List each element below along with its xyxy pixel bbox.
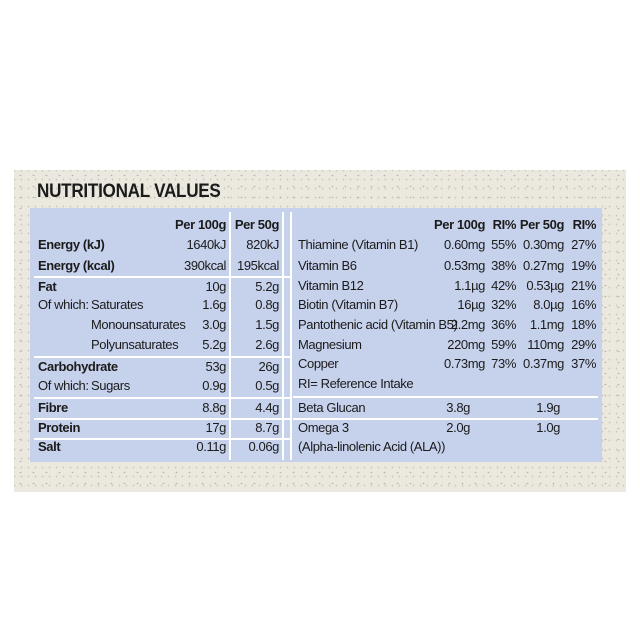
cell: 390kcal (183, 258, 226, 273)
row-divider (34, 356, 290, 358)
cell: 0.37mg (523, 356, 564, 371)
row-divider (34, 276, 290, 278)
cell: 8.0µg (533, 297, 564, 312)
cell: 1.6g (202, 297, 226, 312)
cell: 1.1µg (454, 278, 485, 293)
row-divider (34, 397, 290, 399)
column-header: Per 50g (234, 217, 280, 232)
row-label: Carbohydrate (38, 359, 118, 374)
column-header: Per 100g (174, 217, 226, 232)
cell: 0.11g (196, 439, 226, 454)
row-label: Energy (kcal) (38, 258, 115, 273)
cell: 53g (205, 359, 227, 374)
cell: 26g (258, 359, 280, 374)
row-label: Pantothenic acid (Vitamin B5) (298, 317, 458, 332)
cell: 16% (571, 297, 596, 312)
cell: 55% (491, 237, 516, 252)
row-divider (293, 418, 598, 420)
row-label: Vitamin B6 (298, 258, 357, 273)
row-divider (34, 418, 290, 420)
cell: 1.1mg (529, 317, 565, 332)
cell: 195kcal (236, 258, 279, 273)
column-header: RI% (492, 217, 517, 232)
column-divider (290, 212, 292, 460)
cell: 0.06g (248, 439, 279, 454)
row-label: (Alpha-linolenic Acid (ALA)) (298, 439, 446, 454)
row-sublabel: Saturates (91, 297, 144, 312)
cell: 0.53µg (526, 278, 564, 293)
column-header: Per 100g (433, 217, 485, 232)
cell: 3.8g (446, 400, 470, 415)
row-label: Vitamin B12 (298, 278, 364, 293)
cell: 8.7g (255, 420, 279, 435)
cell: 2.2mg (450, 317, 486, 332)
cell: 0.30mg (523, 237, 564, 252)
cell: 110mg (527, 337, 564, 352)
cell: 8.8g (202, 400, 226, 415)
row-label: Magnesium (298, 337, 362, 352)
column-header: Per 50g (519, 217, 565, 232)
row-label: Fibre (38, 400, 68, 415)
cell: 1.0g (536, 420, 560, 435)
cell: 21% (571, 278, 596, 293)
note: RI= Reference Intake (298, 376, 414, 391)
row-divider (34, 438, 290, 440)
nutrition-panel (30, 208, 602, 462)
row-label: Copper (298, 356, 339, 371)
row-label: Fat (38, 279, 57, 294)
cell: 32% (491, 297, 516, 312)
cell: 73% (491, 356, 516, 371)
row-label: Of which: (38, 378, 89, 393)
row-label: Protein (38, 420, 80, 435)
row-sublabel: Polyunsaturates (91, 337, 179, 352)
cell: 1640kJ (186, 237, 226, 252)
cell: 19% (571, 258, 596, 273)
row-label: Thiamine (Vitamin B1) (298, 237, 418, 252)
cell: 820kJ (246, 237, 279, 252)
row-sublabel: Sugars (91, 378, 130, 393)
cell: 5.2g (202, 337, 226, 352)
cell: 4.4g (255, 400, 279, 415)
cell: 0.73mg (444, 356, 485, 371)
cell: 0.60mg (444, 237, 485, 252)
title: NUTRITIONAL VALUES (37, 181, 221, 202)
cell: 5.2g (255, 279, 279, 294)
row-label: Omega 3 (298, 420, 349, 435)
cell: 2.6g (255, 337, 279, 352)
cell: 2.0g (446, 420, 470, 435)
column-divider (282, 212, 284, 460)
cell: 16µg (457, 297, 485, 312)
row-divider (293, 396, 598, 398)
row-label: Biotin (Vitamin B7) (298, 297, 398, 312)
row-sublabel: Monounsaturates (91, 317, 186, 332)
cell: 36% (491, 317, 516, 332)
row-label: Of which: (38, 297, 89, 312)
cell: 17g (205, 420, 227, 435)
row-label: Salt (38, 439, 61, 454)
cell: 27% (571, 237, 596, 252)
cell: 0.5g (255, 378, 279, 393)
cell: 0.27mg (523, 258, 564, 273)
cell: 59% (491, 337, 516, 352)
row-label: Beta Glucan (298, 400, 366, 415)
column-divider (229, 212, 231, 460)
cell: 38% (491, 258, 516, 273)
cell: 0.53mg (444, 258, 485, 273)
cell: 18% (571, 317, 596, 332)
cell: 1.9g (536, 400, 560, 415)
cell: 0.8g (255, 297, 279, 312)
cell: 1.5g (255, 317, 279, 332)
cell: 220mg (447, 337, 485, 352)
cell: 29% (571, 337, 596, 352)
column-header: RI% (572, 217, 597, 232)
cell: 3.0g (202, 317, 226, 332)
cell: 10g (205, 279, 227, 294)
cell: 0.9g (202, 378, 226, 393)
cell: 42% (491, 278, 516, 293)
row-label: Energy (kJ) (38, 237, 105, 252)
cell: 37% (571, 356, 596, 371)
